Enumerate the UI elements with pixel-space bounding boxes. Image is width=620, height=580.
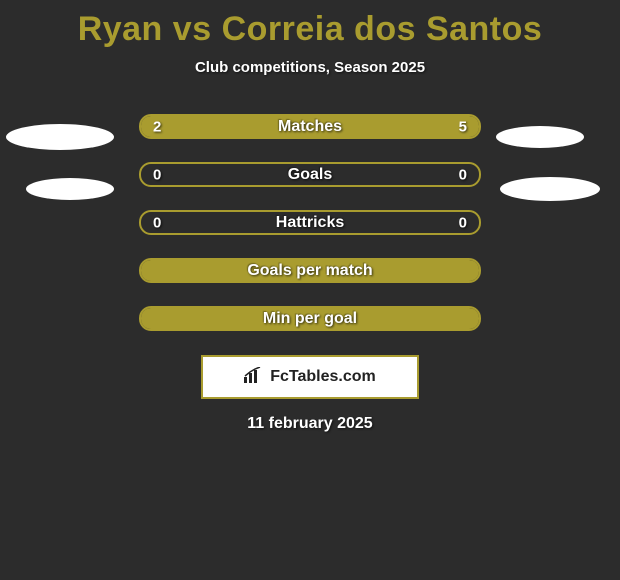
stat-value-right: 0 bbox=[459, 214, 467, 231]
logo-text: FcTables.com bbox=[270, 368, 376, 386]
stat-label: Goals bbox=[288, 166, 332, 184]
stat-bar: Min per goal bbox=[139, 306, 481, 331]
chart-icon bbox=[244, 367, 264, 388]
avatar-placeholder bbox=[26, 178, 114, 200]
avatar-placeholder bbox=[500, 177, 600, 201]
bar-right-fill bbox=[236, 116, 479, 137]
stat-bar: Goals 0 0 bbox=[139, 162, 481, 187]
stat-row: Min per goal bbox=[0, 306, 620, 331]
stat-label: Min per goal bbox=[263, 310, 357, 328]
stat-label: Hattricks bbox=[276, 214, 344, 232]
stat-value-left: 0 bbox=[153, 214, 161, 231]
stat-label: Goals per match bbox=[247, 262, 372, 280]
logo-box: FcTables.com bbox=[201, 355, 419, 399]
stat-value-left: 0 bbox=[153, 166, 161, 183]
stat-label: Matches bbox=[278, 118, 342, 136]
stat-bar: Goals per match bbox=[139, 258, 481, 283]
stat-bar: Hattricks 0 0 bbox=[139, 210, 481, 235]
player1-name: Ryan bbox=[78, 10, 163, 48]
stat-row: Hattricks 0 0 bbox=[0, 210, 620, 235]
subtitle: Club competitions, Season 2025 bbox=[0, 59, 620, 76]
date-label: 11 february 2025 bbox=[0, 415, 620, 433]
vs-text: vs bbox=[173, 10, 212, 48]
stat-value-left: 2 bbox=[153, 118, 161, 135]
avatar-placeholder bbox=[6, 124, 114, 150]
page-title: Ryan vs Correia dos Santos bbox=[0, 0, 620, 49]
stat-row: Goals per match bbox=[0, 258, 620, 283]
stat-bar: Matches 2 5 bbox=[139, 114, 481, 139]
player2-name: Correia dos Santos bbox=[222, 10, 543, 48]
stat-value-right: 0 bbox=[459, 166, 467, 183]
avatar-placeholder bbox=[496, 126, 584, 148]
stat-value-right: 5 bbox=[459, 118, 467, 135]
